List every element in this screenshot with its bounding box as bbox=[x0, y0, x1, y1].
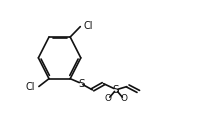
Text: Cl: Cl bbox=[26, 82, 35, 92]
Text: Cl: Cl bbox=[84, 21, 94, 31]
Text: S: S bbox=[78, 79, 85, 89]
Text: S: S bbox=[113, 85, 119, 95]
Text: O: O bbox=[105, 94, 112, 103]
Text: O: O bbox=[120, 94, 127, 103]
